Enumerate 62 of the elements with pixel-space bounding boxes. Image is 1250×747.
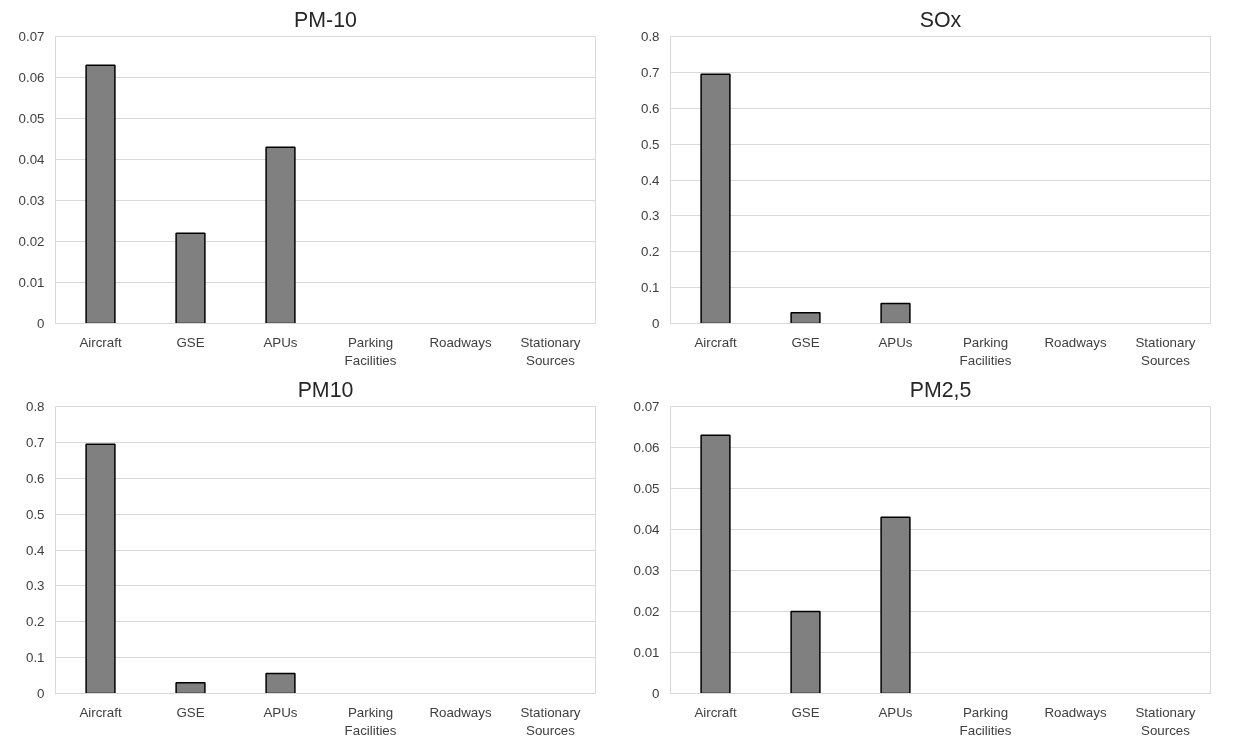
y-tick-label: 0 <box>37 316 45 331</box>
y-tick-label: 0 <box>37 686 45 701</box>
y-tick-label: 0.5 <box>25 506 45 522</box>
y-tick-label: 0.1 <box>640 280 660 296</box>
y-tick-label: 0.8 <box>640 29 660 44</box>
y-tick-label: 0 <box>652 686 660 701</box>
y-tick-label: 0.07 <box>18 29 45 44</box>
y-tick-label: 0.2 <box>25 614 45 630</box>
y-tick-label: 0.05 <box>633 481 660 496</box>
x-tick-label: GSE <box>791 704 820 720</box>
y-tick-label: 0.3 <box>25 578 45 594</box>
x-tick-label: Aircraft <box>694 334 737 350</box>
chart-title: PM-10 <box>294 7 358 32</box>
y-tick-label: 0.2 <box>640 244 660 260</box>
y-tick-label: 0.7 <box>25 434 45 450</box>
y-tick-label: 0.04 <box>633 522 661 537</box>
y-tick-label: 0.03 <box>633 563 660 578</box>
y-tick-label: 0.4 <box>25 542 46 558</box>
y-tick-label: 0.05 <box>18 111 45 126</box>
x-tick-label: APUs <box>878 704 913 720</box>
y-tick-label: 0.06 <box>18 70 45 85</box>
y-tick-label: 0 <box>652 316 660 331</box>
x-tick-label: APUs <box>878 334 913 350</box>
x-tick-label: Stationary Sources <box>520 334 581 368</box>
y-tick-label: 0.04 <box>18 152 46 167</box>
x-tick-label: Stationary Sources <box>520 704 581 738</box>
x-tick-label: Parking Facilities <box>959 704 1012 738</box>
y-tick-label: 0.8 <box>25 399 45 414</box>
chart-title: SOx <box>919 7 962 32</box>
y-tick-label: 0.1 <box>25 650 45 666</box>
x-tick-label: Stationary Sources <box>1135 334 1196 368</box>
x-tick-label: Roadways <box>429 704 492 720</box>
y-tick-label: 0.07 <box>633 399 660 414</box>
x-tick-label: Aircraft <box>694 704 737 720</box>
y-tick-label: 0.4 <box>640 172 661 188</box>
y-tick-label: 0.02 <box>633 604 660 619</box>
x-tick-label: Roadways <box>1044 334 1107 350</box>
x-tick-label: Aircraft <box>79 334 122 350</box>
x-tick-label: Parking Facilities <box>959 334 1012 368</box>
y-tick-label: 0.06 <box>633 440 660 455</box>
x-tick-label: APUs <box>263 334 298 350</box>
y-tick-label: 0.01 <box>18 275 45 290</box>
x-tick-label: Roadways <box>1044 704 1107 720</box>
x-tick-label: Aircraft <box>79 704 122 720</box>
y-tick-label: 0.3 <box>640 208 660 224</box>
x-tick-label: Stationary Sources <box>1135 704 1196 738</box>
x-tick-label: Parking Facilities <box>344 704 397 738</box>
y-tick-label: 0.02 <box>18 234 45 249</box>
y-tick-label: 0.6 <box>25 470 45 486</box>
y-tick-label: 0.7 <box>640 64 660 80</box>
x-tick-label: GSE <box>176 334 205 350</box>
x-tick-label: GSE <box>791 334 820 350</box>
x-tick-label: Roadways <box>429 334 492 350</box>
y-tick-label: 0.01 <box>633 645 660 660</box>
chart-title: PM2,5 <box>909 377 972 402</box>
chart-title: PM10 <box>297 377 354 402</box>
y-tick-label: 0.5 <box>640 136 660 152</box>
y-tick-label: 0.6 <box>640 100 660 116</box>
x-tick-label: Parking Facilities <box>344 334 397 368</box>
x-tick-label: GSE <box>176 704 205 720</box>
y-tick-label: 0.03 <box>18 193 45 208</box>
x-tick-label: APUs <box>263 704 298 720</box>
